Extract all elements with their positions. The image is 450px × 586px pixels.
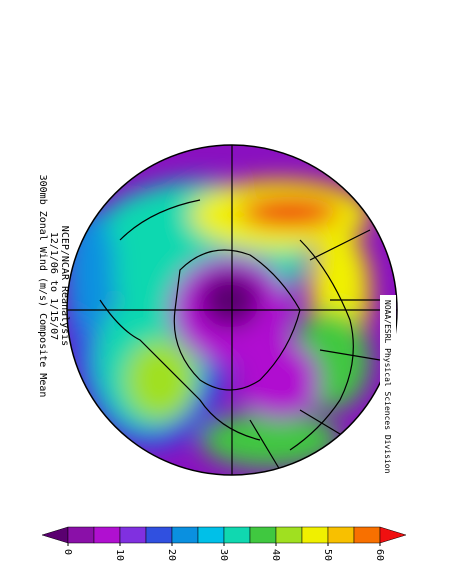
colorbar-swatch bbox=[379, 526, 407, 544]
colorbar-label: 50 bbox=[322, 549, 333, 561]
colorbar-label: 10 bbox=[114, 549, 125, 561]
colorbar-swatch bbox=[327, 526, 355, 544]
colorbar-swatch bbox=[275, 526, 303, 544]
colorbar-swatch bbox=[197, 526, 225, 544]
colorbar-swatch bbox=[353, 526, 381, 544]
colorbar-label: 20 bbox=[166, 549, 177, 561]
colorbar-swatch bbox=[119, 526, 147, 544]
colorbar-swatch bbox=[171, 526, 199, 544]
colorbar-swatch bbox=[93, 526, 121, 544]
title: NCEP/NCAR Reanalysis bbox=[59, 226, 70, 346]
colorbar-swatch bbox=[41, 526, 69, 544]
colorbar-label: 40 bbox=[270, 549, 281, 561]
colorbar-label: 30 bbox=[218, 549, 229, 561]
colorbar-swatch bbox=[223, 526, 251, 544]
wind-map bbox=[67, 145, 397, 475]
title: 300mb Zonal Wind (m/s) Composite Mean bbox=[37, 175, 48, 398]
colorbar-label: 0 bbox=[62, 549, 73, 555]
credit: NOAA/ESRL Physical Sciences Division bbox=[383, 300, 392, 474]
colorbar: 0 10 20 30 40 50 60 bbox=[41, 526, 407, 561]
colorbar-swatch bbox=[67, 526, 95, 544]
title: 12/1/06 to 1/15/07 bbox=[48, 232, 59, 340]
colorbar-swatch bbox=[145, 526, 173, 544]
colorbar-swatch bbox=[301, 526, 329, 544]
colorbar-label: 60 bbox=[374, 549, 385, 561]
colorbar-swatch bbox=[249, 526, 277, 544]
credit-box bbox=[380, 295, 396, 485]
